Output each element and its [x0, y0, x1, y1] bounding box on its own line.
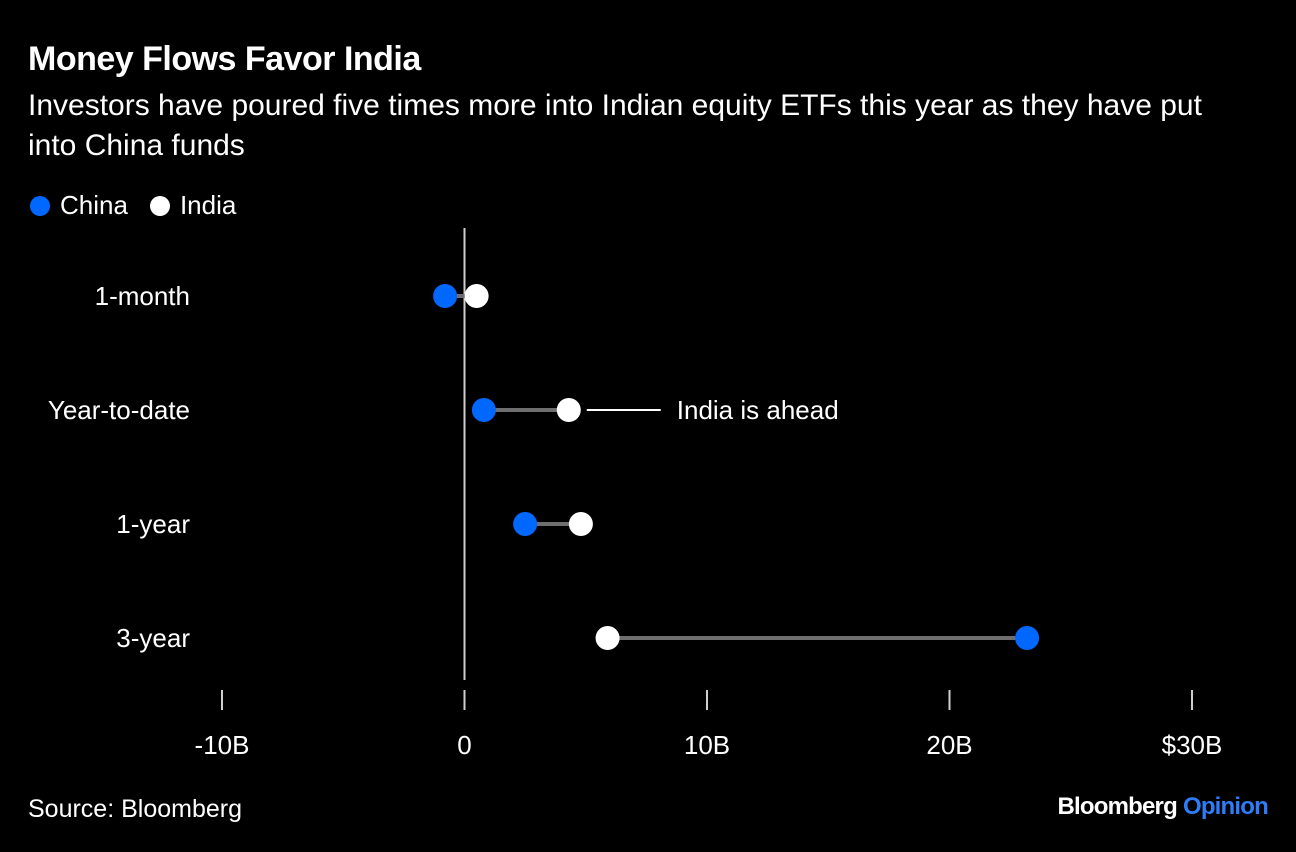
x-tick-label: -10B — [195, 730, 250, 760]
point-india — [556, 398, 581, 422]
legend-label-india: India — [179, 190, 237, 220]
x-tick-label: $30B — [1162, 730, 1223, 760]
point-china — [433, 284, 458, 308]
legend-item-india: India — [149, 190, 237, 221]
chart-title: Money Flows Favor India — [28, 40, 421, 78]
point-india — [595, 626, 620, 650]
x-tick-label: 0 — [457, 730, 471, 760]
point-china — [1015, 626, 1040, 650]
legend-swatch-china — [30, 195, 50, 216]
point-india — [464, 284, 489, 308]
brand-main: Bloomberg — [1057, 793, 1177, 820]
chart-subtitle: Investors have poured five times more in… — [28, 89, 1202, 162]
point-india — [568, 512, 593, 536]
x-tick-label: 10B — [684, 730, 730, 760]
category-label: Year-to-date — [48, 395, 190, 425]
point-china — [471, 398, 496, 422]
category-label: 1-month — [95, 281, 190, 311]
category-label: 1-year — [116, 509, 190, 539]
dumbbell-chart: -10B 0 10B 20B $30B 1-month Year-to-date 1-year… — [48, 228, 1223, 760]
legend: China India — [30, 190, 258, 221]
brand-accent: Opinion — [1182, 793, 1269, 820]
source-note: Source: Bloomberg — [28, 795, 243, 823]
legend-item-china: China — [30, 190, 128, 221]
brand-logo: Bloomberg Opinion — [1057, 793, 1268, 821]
legend-label-china: China — [60, 190, 128, 220]
category-label: 3-year — [116, 623, 190, 653]
legend-swatch-india — [149, 195, 170, 216]
x-tick-label: 20B — [926, 730, 972, 760]
annotation-label: India is ahead — [677, 395, 839, 425]
point-china — [513, 512, 538, 536]
